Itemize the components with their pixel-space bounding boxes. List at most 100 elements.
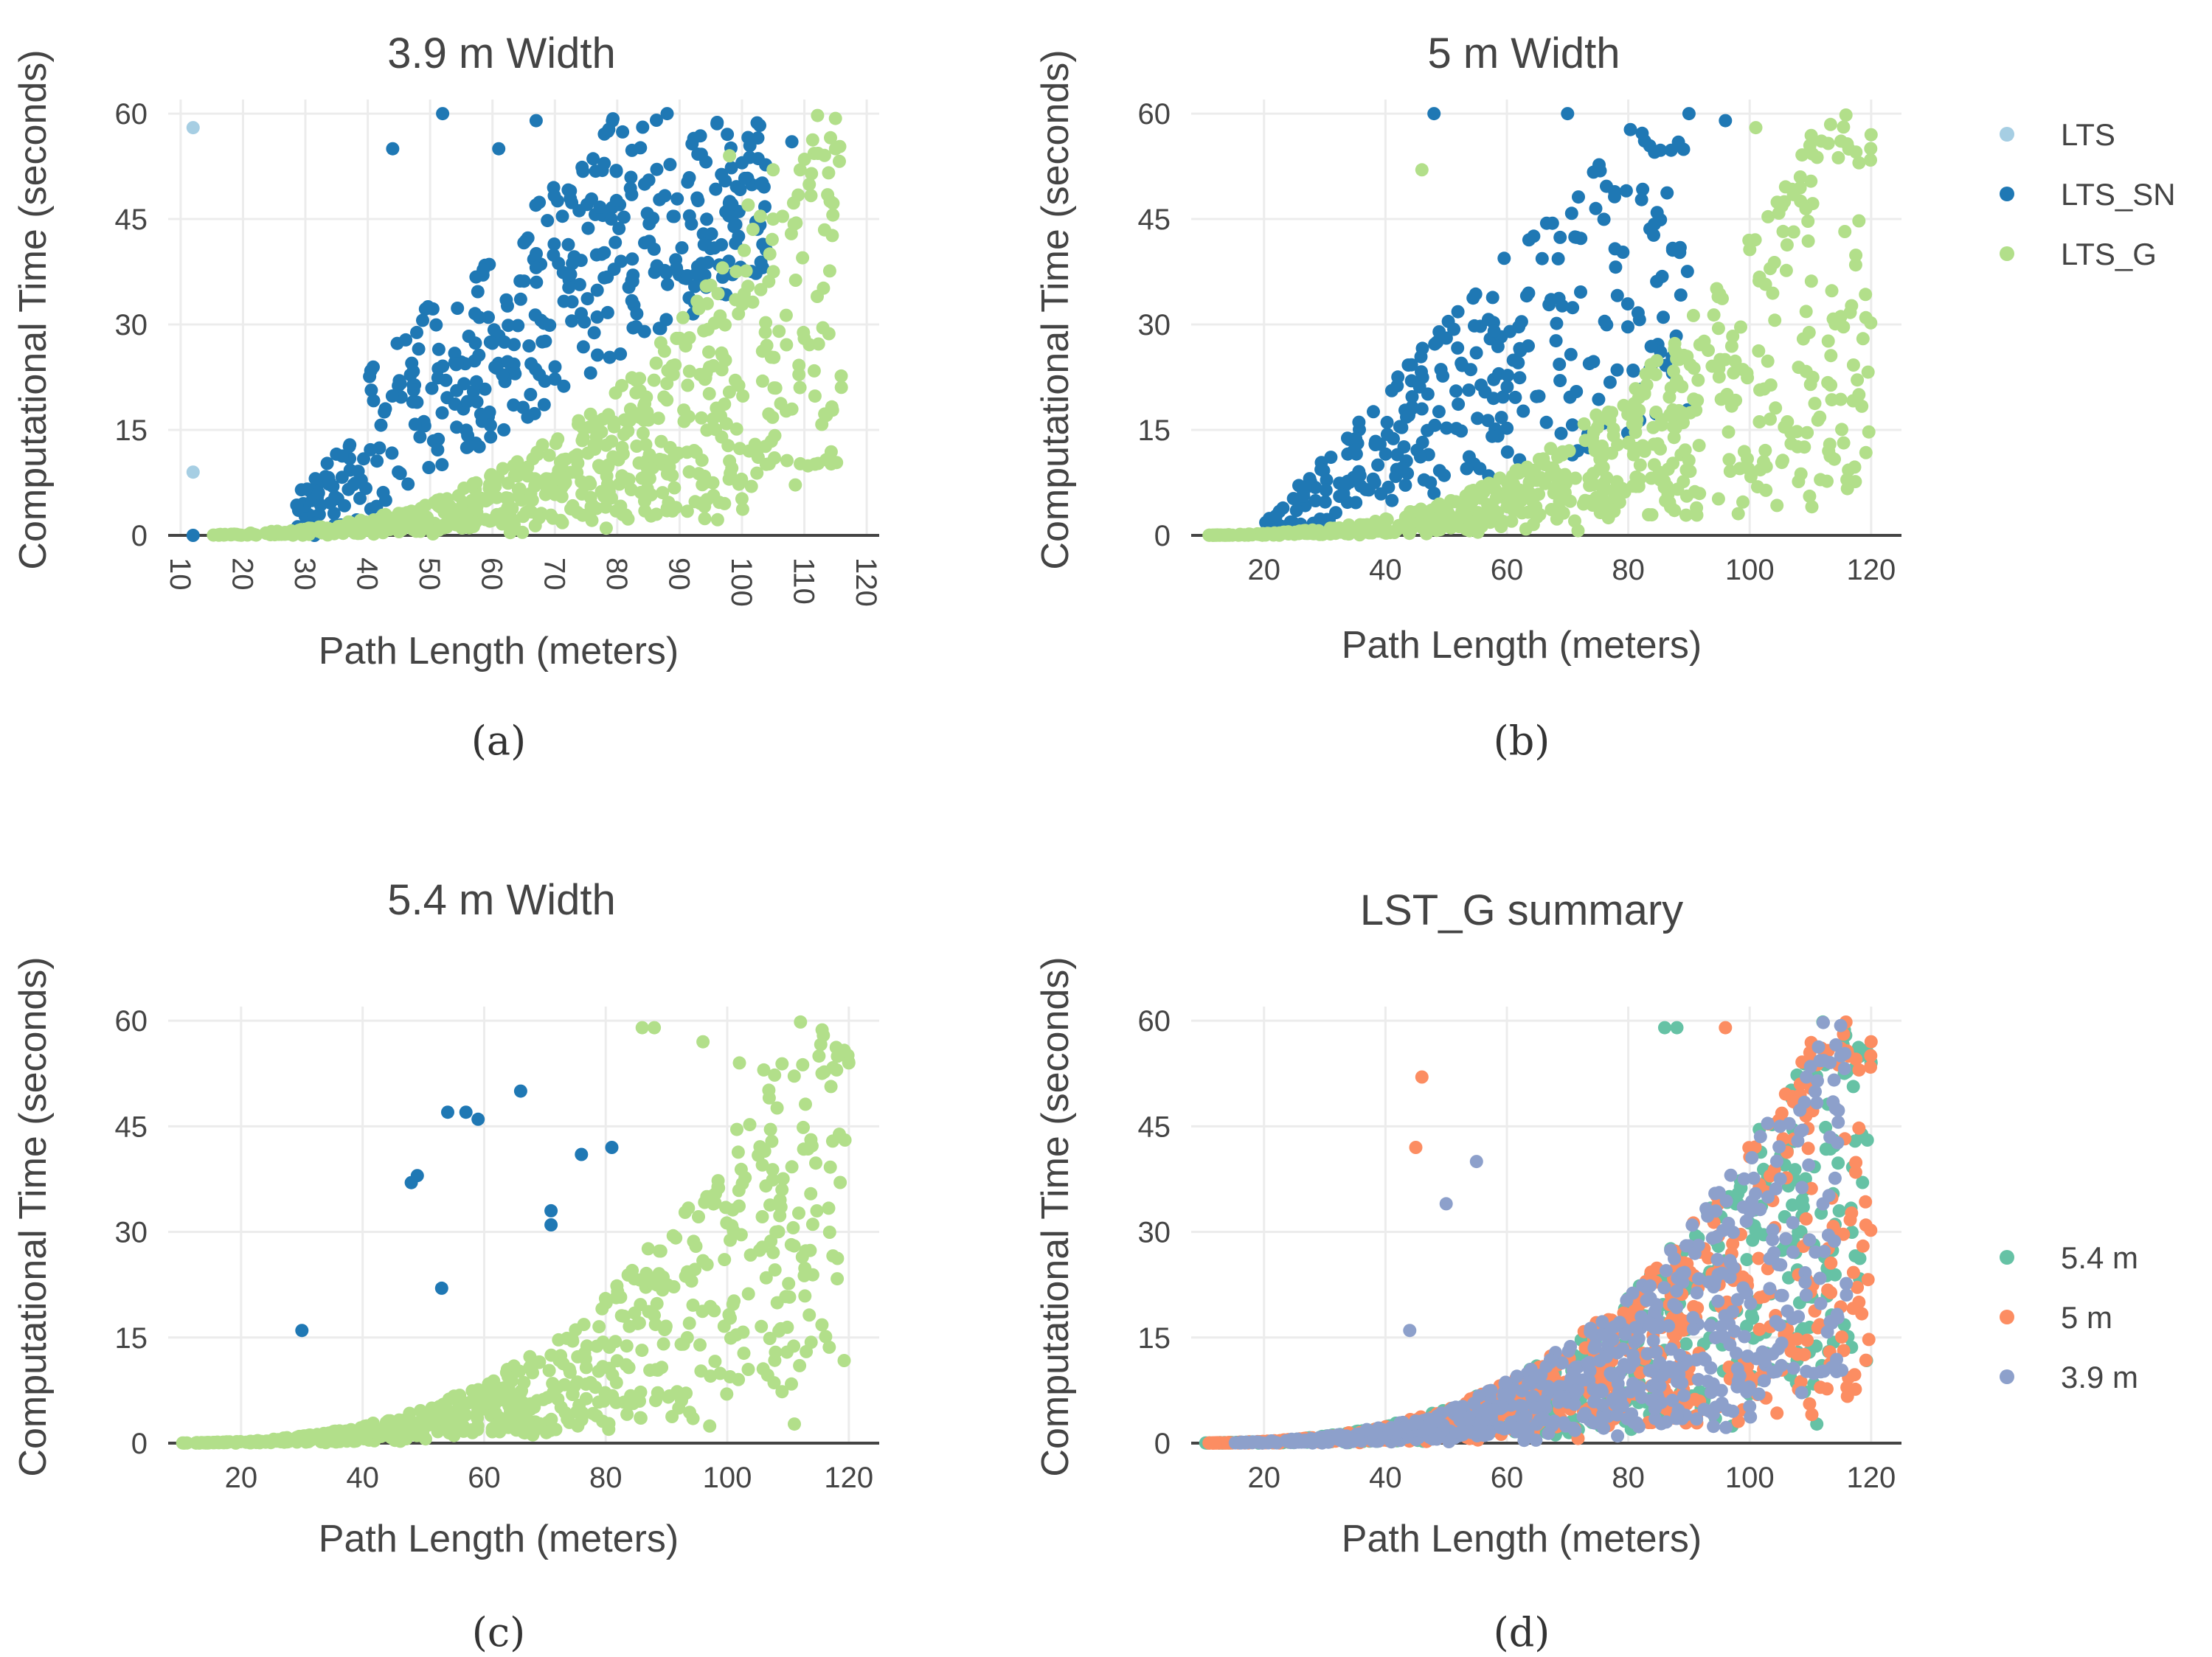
data-point-5-m: [1784, 1344, 1798, 1358]
data-point-lts-sn: [1473, 462, 1487, 476]
data-point-lts-g: [1489, 491, 1503, 505]
data-point-lts-sn: [513, 274, 527, 288]
data-point-lts-g: [693, 1338, 707, 1352]
data-point-lts-g: [638, 504, 652, 518]
data-point-5-m: [1837, 1344, 1851, 1358]
data-point-lts-sn: [1428, 337, 1442, 351]
data-point-3-9-m: [1610, 1346, 1624, 1360]
data-point-lts-sn: [487, 323, 501, 337]
data-point-5-4-m: [1794, 1225, 1808, 1239]
data-point-3-9-m: [1383, 1422, 1397, 1436]
data-point-lts-g: [440, 1403, 454, 1417]
data-point-3-9-m: [1726, 1305, 1740, 1319]
data-point-lts-g: [588, 442, 602, 456]
data-point-lts-g: [700, 296, 714, 310]
data-point-lts-sn: [1415, 365, 1428, 379]
data-point-lts-g: [1601, 504, 1615, 518]
data-point-lts-sn: [547, 237, 561, 251]
data-point-lts-g: [515, 493, 528, 507]
data-point-5-m: [1206, 1436, 1220, 1450]
data-point-5-4-m: [1658, 1021, 1671, 1035]
data-point-5-m: [1797, 1348, 1811, 1361]
data-point-lts-g: [646, 1276, 660, 1290]
data-point-lts-sn: [600, 305, 614, 319]
data-point-lts-g: [656, 486, 670, 500]
data-point-lts-g: [549, 437, 563, 451]
data-point-lts-g: [822, 264, 836, 278]
y-tick-label: 45: [1138, 204, 1171, 236]
data-point-lts-g: [830, 1063, 844, 1077]
data-point-3-9-m: [1497, 1389, 1511, 1403]
data-point-lts-sn: [663, 158, 677, 172]
data-point-lts-g: [753, 1140, 767, 1154]
data-point-lts-g: [523, 504, 536, 518]
x-tick-label: 100: [1725, 554, 1775, 586]
data-point-lts-g: [773, 1193, 787, 1207]
data-point-3-9-m: [1761, 1116, 1775, 1130]
data-point-lts-g: [1764, 412, 1777, 426]
data-point-5-4-m: [1740, 1253, 1754, 1267]
data-point-lts-g: [1679, 508, 1693, 522]
data-point-3-9-m: [1557, 1416, 1570, 1430]
data-point-lts-g: [1753, 383, 1767, 397]
data-point-lts-g: [1852, 214, 1866, 228]
data-point-lts-g: [471, 1411, 485, 1425]
panel-c-title: 5.4 m Width: [387, 876, 615, 924]
data-point-lts-g: [739, 264, 753, 278]
data-point-lts-g: [322, 1426, 336, 1440]
data-point-5-m: [1409, 1141, 1423, 1154]
data-point-lts-g: [660, 501, 674, 515]
data-point-lts-sn: [1530, 389, 1544, 403]
data-point-lts-g: [706, 412, 720, 426]
data-point-lts-g: [1752, 415, 1767, 428]
data-point-lts-g: [1859, 310, 1873, 324]
data-point-lts-g: [805, 1139, 819, 1153]
data-point-lts-sn: [1421, 423, 1435, 437]
data-point-lts-g: [1544, 503, 1559, 516]
data-point-lts-g: [1639, 367, 1653, 381]
data-point-lts-g: [824, 131, 837, 145]
data-point-lts-g: [243, 527, 257, 541]
data-point-lts-g: [1736, 495, 1750, 509]
data-point-lts-sn: [1620, 297, 1634, 311]
data-point-lts-g: [517, 1375, 531, 1389]
data-point-lts-sn: [440, 391, 454, 405]
data-point-3-9-m: [1515, 1384, 1529, 1398]
data-point-lts-g: [1758, 443, 1772, 457]
data-point-lts-g: [1743, 243, 1757, 257]
data-point-lts-g: [1432, 497, 1446, 511]
data-point-lts-g: [1683, 465, 1697, 479]
x-tick-label: 40: [351, 557, 384, 591]
data-point-3-9-m: [1588, 1338, 1602, 1352]
x-tick-label: 60: [468, 1462, 501, 1494]
data-point-5-4-m: [1746, 1233, 1760, 1247]
y-tick-label: 15: [115, 414, 148, 447]
data-point-lts-g: [1767, 256, 1781, 269]
data-point-lts-sn: [1432, 405, 1446, 419]
data-point-lts-g: [1206, 528, 1220, 542]
data-point-lts-g: [822, 1340, 836, 1354]
data-point-lts-g: [623, 403, 637, 416]
data-point-lts-sn: [1500, 380, 1514, 394]
data-point-lts-g: [1862, 425, 1876, 439]
data-point-lts-g: [663, 441, 677, 454]
data-point-lts-sn: [499, 293, 513, 307]
data-point-lts-sn: [1496, 390, 1510, 404]
data-point-lts-g: [609, 1290, 623, 1305]
data-point-lts-g: [704, 1369, 718, 1383]
data-point-lts-g: [1831, 150, 1845, 164]
data-point-lts-g: [822, 1201, 836, 1215]
data-point-lts-sn: [1349, 496, 1363, 510]
data-point-5-m: [1748, 1140, 1762, 1154]
data-point-lts-sn: [666, 209, 680, 223]
data-point-lts-g: [1672, 403, 1686, 417]
data-point-lts-g: [766, 1246, 780, 1260]
data-point-lts-sn: [597, 156, 611, 170]
data-point-lts-sn: [435, 458, 449, 472]
data-point-lts-g: [767, 1376, 781, 1390]
data-point-3-9-m: [1724, 1168, 1738, 1182]
data-point-lts-g: [600, 477, 614, 491]
data-point-lts-sn: [524, 388, 538, 401]
data-point-lts-g: [629, 386, 643, 400]
